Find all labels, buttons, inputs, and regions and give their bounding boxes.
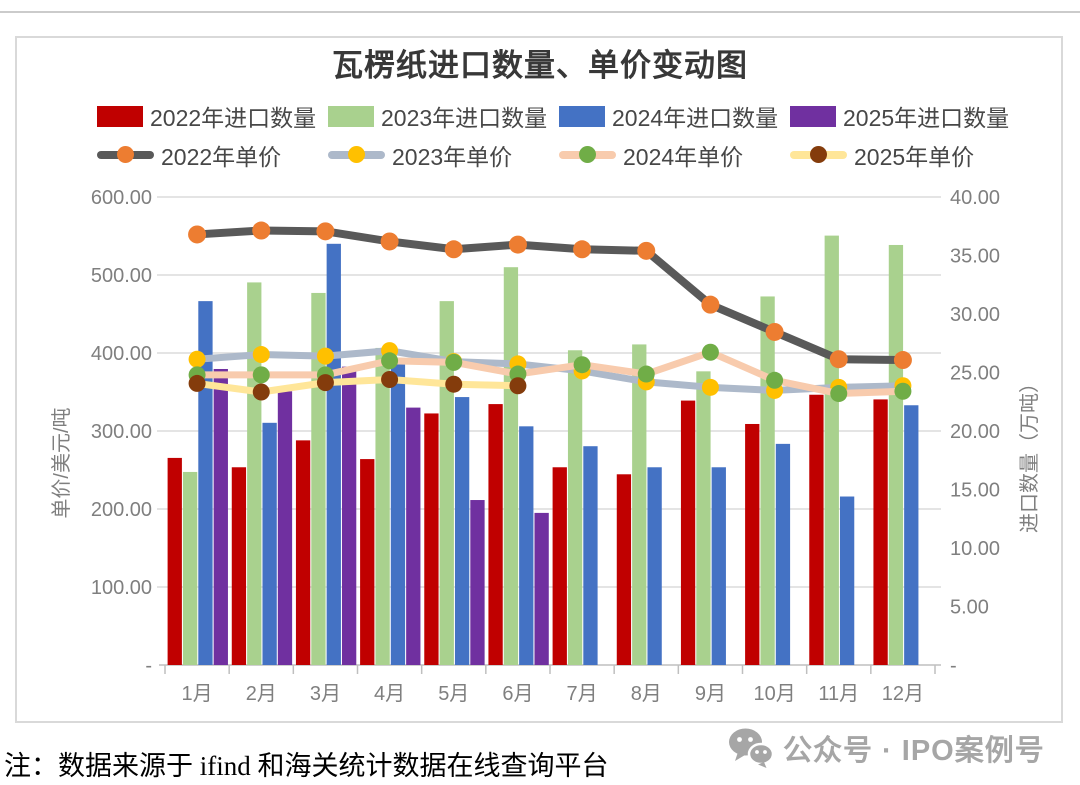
wechat-icon xyxy=(729,728,774,768)
legend-label: 2023年进口数量 xyxy=(381,105,548,131)
legend-item-bar-0: 2022年进口数量 xyxy=(97,99,328,133)
legend-swatch-line xyxy=(328,144,385,166)
legend-label: 2024年单价 xyxy=(623,144,744,170)
legend-item-line-3: 2025年单价 xyxy=(790,138,1021,172)
legend-bar-series: 2022年进口数量 2023年进口数量 2024年进口数量 2025年进口数量 xyxy=(97,99,1027,133)
legend-label: 2024年进口数量 xyxy=(612,105,779,131)
source-note: 注：数据来源于 ifind 和海关统计数据在线查询平台 xyxy=(4,751,609,781)
legend-swatch-line xyxy=(790,144,847,166)
legend-swatch-line xyxy=(97,144,154,166)
top-divider xyxy=(0,11,1080,13)
legend-swatch-bar xyxy=(790,105,836,127)
chart-title: 瓦楞纸进口数量、单价变动图 xyxy=(332,48,748,83)
legend-label: 2025年进口数量 xyxy=(843,105,1010,131)
legend-swatch-bar xyxy=(97,105,143,127)
watermark: 公众号 · IPO案例号 xyxy=(728,727,1045,769)
legend-swatch-bar xyxy=(559,105,605,127)
watermark-text: 公众号 · IPO案例号 xyxy=(783,735,1045,767)
legend-line-series: 2022年单价 2023年单价 2024年单价 2025年单价 xyxy=(97,138,1027,172)
legend-swatch-line xyxy=(559,144,616,166)
legend-item-bar-2: 2024年进口数量 xyxy=(559,99,790,133)
legend-item-line-2: 2024年单价 xyxy=(559,138,790,172)
legend-label: 2022年单价 xyxy=(161,144,282,170)
legend-label: 2023年单价 xyxy=(392,144,513,170)
legend-item-line-1: 2023年单价 xyxy=(328,138,559,172)
legend-item-line-0: 2022年单价 xyxy=(97,138,328,172)
legend-label: 2025年单价 xyxy=(854,144,975,170)
legend-swatch-bar xyxy=(328,105,374,127)
legend-label: 2022年进口数量 xyxy=(150,105,317,131)
legend-item-bar-1: 2023年进口数量 xyxy=(328,99,559,133)
legend-item-bar-3: 2025年进口数量 xyxy=(790,99,1021,133)
